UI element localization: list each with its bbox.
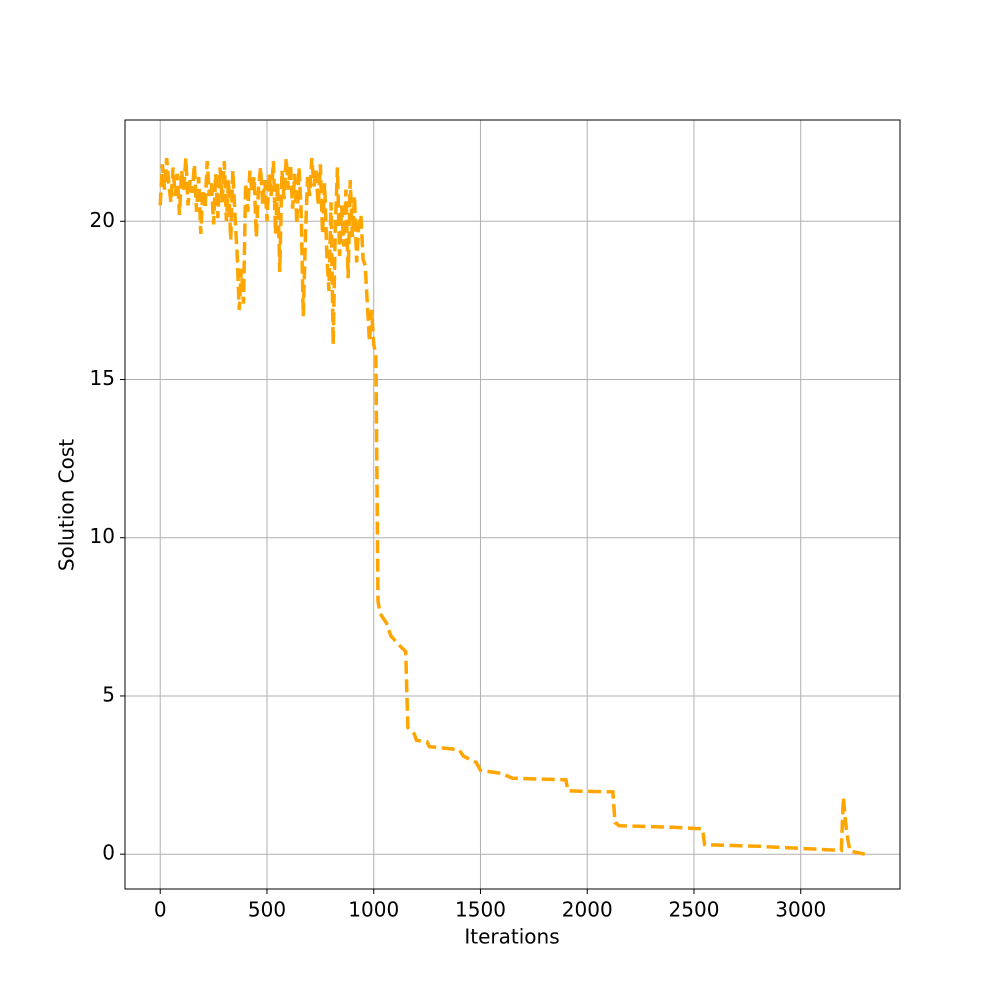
y-tick-label: 10 <box>90 524 115 548</box>
x-tick-label: 500 <box>248 898 286 922</box>
x-tick-label: 3000 <box>775 898 826 922</box>
y-tick-label: 5 <box>102 682 115 706</box>
y-tick-label: 0 <box>102 841 115 865</box>
data-line <box>158 157 866 856</box>
y-tick-label: 15 <box>90 366 115 390</box>
x-tick-label: 2000 <box>562 898 613 922</box>
x-tick-label: 1500 <box>455 898 506 922</box>
x-tick-label: 2500 <box>669 898 720 922</box>
x-tick-label: 0 <box>154 898 167 922</box>
plot-frame <box>124 119 901 890</box>
x-axis-label: Iterations <box>464 925 559 949</box>
y-axis-label: Solution Cost <box>55 439 79 571</box>
x-tick-label: 1000 <box>348 898 399 922</box>
y-tick-label: 20 <box>90 208 115 232</box>
